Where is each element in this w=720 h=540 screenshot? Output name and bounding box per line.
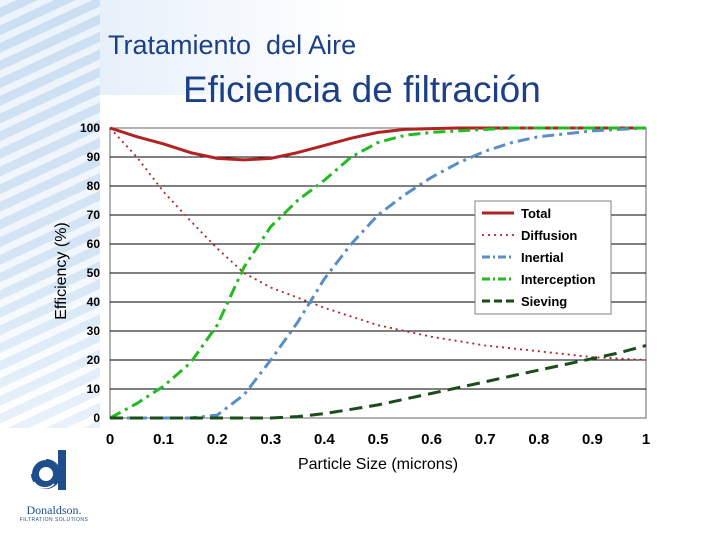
series-line-diffusion [109, 127, 647, 361]
series-line-total [109, 126, 646, 162]
series-lines [109, 126, 647, 420]
x-tick-label: 0.4 [314, 431, 336, 448]
legend-box [474, 200, 612, 315]
y-tick-label: 40 [87, 295, 101, 309]
x-tick-label: 0.1 [153, 431, 174, 448]
y-tick-label: 90 [87, 150, 101, 164]
decorative-left-band [0, 0, 100, 428]
series-line-sieving [110, 344, 647, 420]
legend-label: Inertial [521, 250, 564, 265]
tick-labels: 0 10 20 30 40 50 60 70 80 90 100 0 0.1 0.2 0.3 0.4 0.5 0.… [80, 121, 650, 448]
x-tick-label: 0.7 [475, 431, 496, 448]
x-tick-label: 0.8 [528, 431, 549, 448]
x-tick-label: 0.9 [582, 431, 603, 448]
y-tick-label: 30 [87, 324, 101, 338]
brand-tagline: FILTRATION SOLUTIONS [19, 517, 89, 523]
y-tick-label: 20 [87, 353, 101, 367]
x-tick-label: 0.5 [368, 431, 389, 448]
y-tick-label: 80 [87, 179, 101, 193]
y-tick-label: 0 [93, 411, 100, 425]
x-tick-label: 0.6 [421, 431, 442, 448]
y-tick-label: 70 [87, 208, 101, 222]
slide-subtitle: Eficiencia de filtración [183, 69, 541, 110]
legend-label: Diffusion [521, 228, 577, 243]
y-tick-label: 60 [87, 237, 101, 251]
y-tick-label: 100 [80, 121, 100, 135]
x-tick-label: 1 [642, 431, 650, 448]
donaldson-logo-icon [30, 450, 66, 490]
x-tick-label: 0.3 [260, 431, 281, 448]
legend-label: Interception [521, 272, 595, 287]
legend-label: Sieving [521, 294, 567, 309]
brand-name: Donaldson. [26, 503, 82, 517]
x-tick-label: 0 [106, 431, 114, 448]
legend-label: Total [521, 206, 551, 221]
x-tick-label: 0.2 [207, 431, 228, 448]
x-axis-label: Particle Size (microns) [298, 456, 458, 473]
legend: Total Diffusion Inertial Interception Sievin… [474, 200, 612, 315]
slide-title: Tratamiento del Aire [108, 30, 357, 60]
series-line-interception [109, 126, 646, 420]
y-axis-label: Efficiency (%) [53, 222, 70, 320]
y-tick-label: 10 [87, 382, 101, 396]
decorative-top-band [100, 0, 720, 95]
y-tick-label: 50 [87, 266, 101, 280]
